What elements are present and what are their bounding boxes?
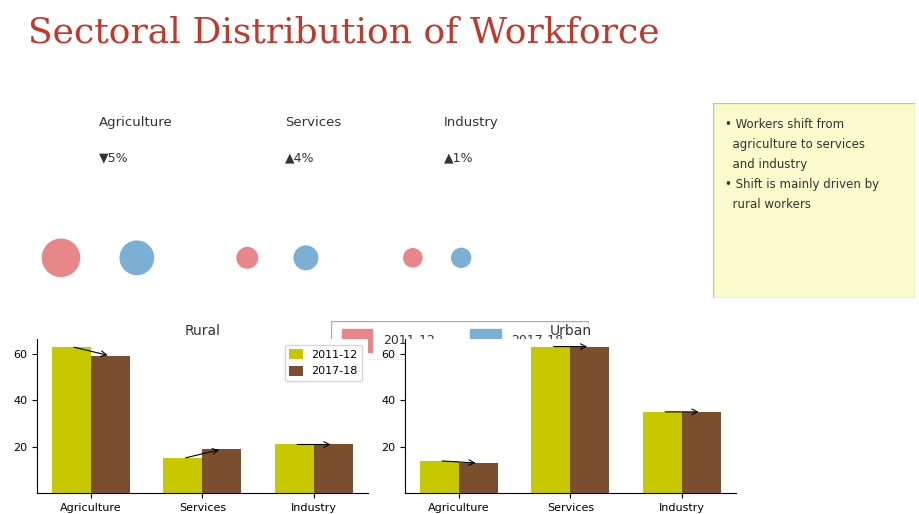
Text: ▲4%: ▲4% [285, 151, 314, 164]
Title: Urban: Urban [549, 324, 591, 338]
Text: 27 %: 27 % [230, 344, 264, 357]
Text: • Workers shift from
  agriculture to services
  and industry
• Shift is mainly : • Workers shift from agriculture to serv… [724, 118, 879, 211]
Bar [202, 449, 241, 493]
Bar [459, 463, 497, 493]
Bar [164, 458, 202, 493]
Ellipse shape [294, 246, 317, 269]
Text: 2011-12: 2011-12 [382, 334, 434, 347]
Bar [681, 412, 720, 493]
Text: Industry: Industry [444, 116, 498, 129]
Legend: 2011-12, 2017-18: 2011-12, 2017-18 [285, 345, 362, 381]
Title: Rural: Rural [184, 324, 221, 338]
Text: Agriculture: Agriculture [99, 116, 173, 129]
Bar [91, 356, 130, 493]
Text: Services: Services [285, 116, 341, 129]
Bar [275, 445, 313, 493]
Ellipse shape [403, 249, 422, 267]
Text: ▼5%: ▼5% [99, 151, 129, 164]
Bar [419, 461, 459, 493]
Bar [570, 346, 608, 493]
Ellipse shape [451, 248, 471, 267]
Text: 24 %: 24 % [395, 344, 429, 357]
Bar [51, 346, 91, 493]
Bar [341, 329, 372, 352]
Bar [313, 445, 353, 493]
Ellipse shape [120, 241, 153, 274]
Bar [642, 412, 681, 493]
Ellipse shape [237, 248, 257, 268]
Bar [531, 346, 570, 493]
FancyBboxPatch shape [331, 321, 588, 360]
Text: 49 %: 49 % [44, 344, 78, 357]
Text: Sectoral Distribution of Workforce: Sectoral Distribution of Workforce [28, 15, 659, 49]
Bar [470, 329, 501, 352]
Text: 31 %: 31 % [289, 344, 323, 357]
Text: 25 %: 25 % [444, 344, 478, 357]
Ellipse shape [42, 239, 79, 277]
Text: ▲1%: ▲1% [444, 151, 473, 164]
FancyBboxPatch shape [712, 103, 914, 298]
Text: 44 %: 44 % [119, 344, 153, 357]
Text: 2017-18: 2017-18 [511, 334, 563, 347]
